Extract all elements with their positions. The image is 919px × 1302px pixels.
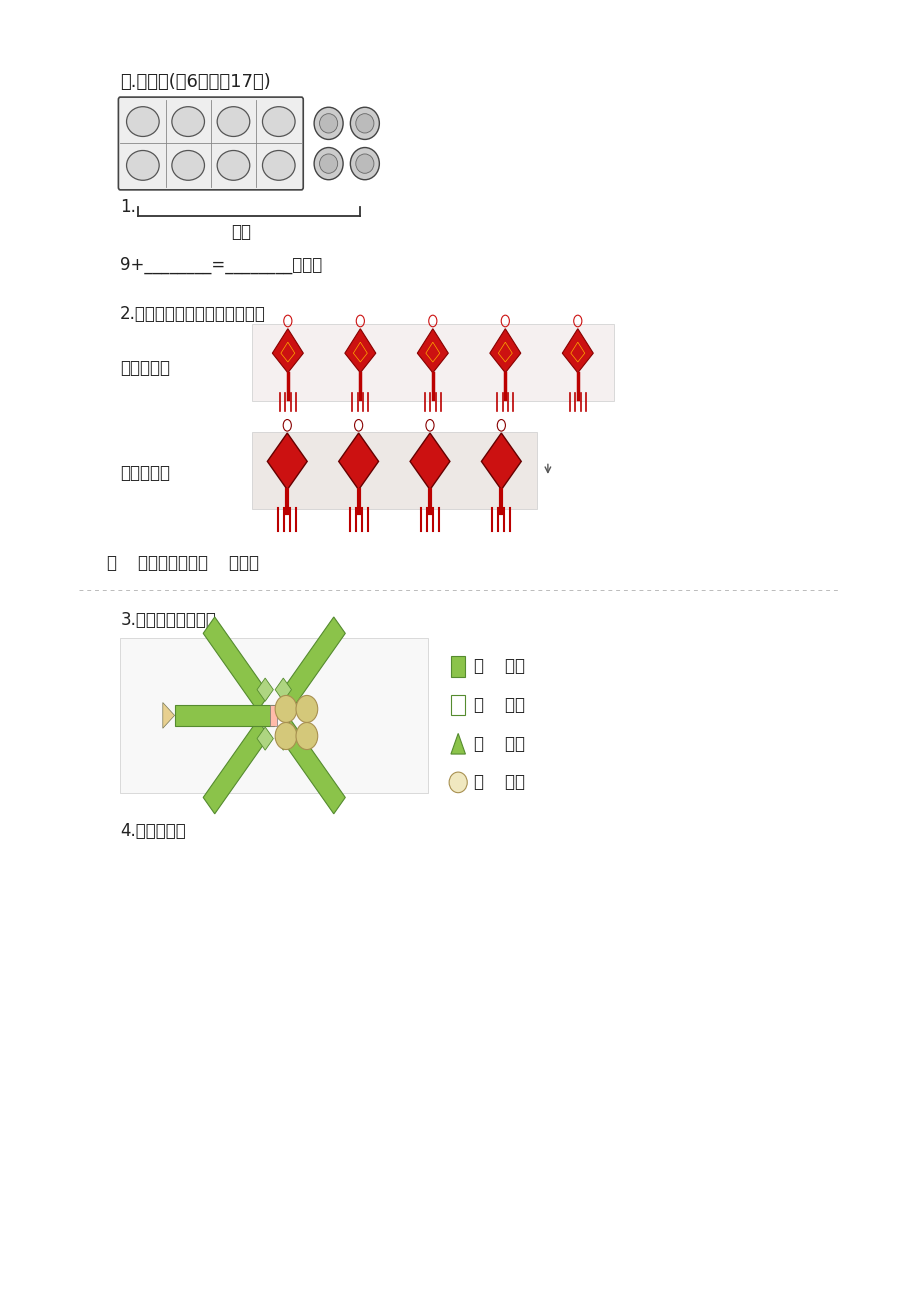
Ellipse shape xyxy=(296,695,317,723)
FancyBboxPatch shape xyxy=(251,324,613,401)
Polygon shape xyxy=(338,434,378,490)
Ellipse shape xyxy=(262,107,295,137)
Bar xyxy=(450,695,465,715)
Polygon shape xyxy=(562,328,593,372)
Ellipse shape xyxy=(448,772,467,793)
Ellipse shape xyxy=(356,154,373,173)
Ellipse shape xyxy=(127,151,159,180)
Bar xyxy=(450,656,465,677)
Polygon shape xyxy=(175,706,274,725)
Ellipse shape xyxy=(356,113,373,133)
Ellipse shape xyxy=(262,151,295,180)
FancyBboxPatch shape xyxy=(119,98,303,190)
Text: 三.填空题(共6题，共17分): 三.填空题(共6题，共17分) xyxy=(120,73,271,91)
Text: （    ）个: （ ）个 xyxy=(474,658,525,676)
Polygon shape xyxy=(489,328,520,372)
Ellipse shape xyxy=(313,107,343,139)
Polygon shape xyxy=(256,678,273,702)
Ellipse shape xyxy=(127,107,159,137)
Polygon shape xyxy=(203,720,269,814)
Text: 福: 福 xyxy=(285,457,289,466)
Text: 福: 福 xyxy=(427,457,432,466)
FancyBboxPatch shape xyxy=(120,638,428,793)
Polygon shape xyxy=(163,703,175,728)
Polygon shape xyxy=(256,727,273,750)
Ellipse shape xyxy=(350,147,379,180)
Ellipse shape xyxy=(296,723,317,750)
Ellipse shape xyxy=(217,107,250,137)
Polygon shape xyxy=(450,733,465,754)
Polygon shape xyxy=(272,328,303,372)
Text: 福: 福 xyxy=(356,457,361,466)
Text: 2.数一数，填一填。谁做得多。: 2.数一数，填一填。谁做得多。 xyxy=(120,305,266,323)
Ellipse shape xyxy=(217,151,250,180)
Text: 9+________=________（个）: 9+________=________（个） xyxy=(120,255,322,273)
Text: 福: 福 xyxy=(498,457,504,466)
Text: 小红做了：: 小红做了： xyxy=(120,358,170,376)
Text: 4.看图写数。: 4.看图写数。 xyxy=(120,823,186,840)
FancyBboxPatch shape xyxy=(251,432,537,509)
Text: （    ）个: （ ）个 xyxy=(474,773,525,792)
Ellipse shape xyxy=(172,151,204,180)
Ellipse shape xyxy=(275,723,297,750)
Text: （    ）做的多，多（    ）个。: （ ）做的多，多（ ）个。 xyxy=(107,555,258,573)
Polygon shape xyxy=(279,617,345,711)
Bar xyxy=(269,706,277,725)
Polygon shape xyxy=(279,720,345,814)
Ellipse shape xyxy=(275,695,297,723)
Text: ？个: ？个 xyxy=(231,224,251,241)
Ellipse shape xyxy=(319,113,337,133)
Polygon shape xyxy=(345,328,376,372)
Polygon shape xyxy=(275,727,291,750)
Polygon shape xyxy=(410,434,449,490)
Text: （    ）个: （ ）个 xyxy=(474,697,525,713)
Ellipse shape xyxy=(319,154,337,173)
Polygon shape xyxy=(267,434,307,490)
Polygon shape xyxy=(203,617,269,711)
Polygon shape xyxy=(417,328,448,372)
Text: 3.数一数，填一填。: 3.数一数，填一填。 xyxy=(120,611,216,629)
Ellipse shape xyxy=(313,147,343,180)
Polygon shape xyxy=(481,434,521,490)
Ellipse shape xyxy=(172,107,204,137)
Text: （    ）个: （ ）个 xyxy=(474,734,525,753)
Text: 1.: 1. xyxy=(120,198,136,216)
Polygon shape xyxy=(275,678,291,702)
Ellipse shape xyxy=(350,107,379,139)
Text: 小兰做了：: 小兰做了： xyxy=(120,465,170,482)
